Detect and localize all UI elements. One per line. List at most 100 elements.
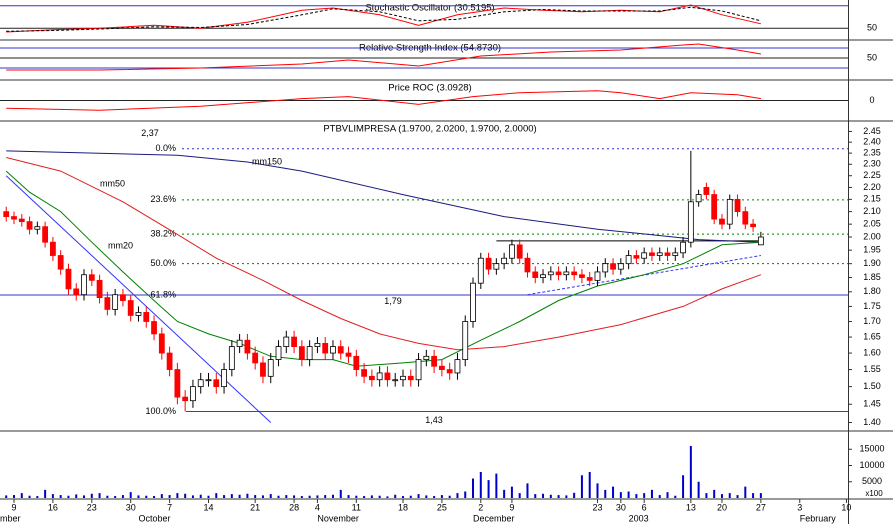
candle-body [400,375,406,381]
x-tick-label: 30 [126,502,136,512]
candle-body [345,352,352,357]
volume-bar [176,493,179,498]
volume-bar [261,495,264,498]
candle-body [509,244,515,259]
y-tick-label: 2.30 [863,159,881,169]
volume-bar [401,496,404,498]
candle-body [446,369,453,374]
volume-bar [51,494,54,498]
volume-bar [433,496,436,498]
volume-bar [650,489,653,498]
panel-title: PTBVLIMPRESA (1.9700, 2.0200, 1.9700, 2.… [323,124,536,135]
candle-body [757,236,764,246]
candle-body [726,198,733,225]
candle-body [330,346,336,354]
volume-bar [526,483,529,498]
candle-body [26,221,33,230]
candle-body [532,271,539,278]
x-tick-label: 4 [315,502,320,512]
candle-body [703,187,710,195]
candle-body [252,352,259,364]
volume-bar [347,495,350,498]
candle-body [649,252,655,256]
volume-bar [246,493,249,498]
y-tick-label: 2.10 [863,206,881,216]
candle-body [275,346,282,361]
x-tick-label: 13 [686,502,696,512]
y-tick-label: 5000 [862,476,882,486]
volume-bar [588,472,591,498]
y-tick-label: 50 [867,52,877,62]
x-tick-label: 2 [478,502,483,512]
candle-body [734,198,741,213]
volume-bar [759,493,762,498]
volume-bar [720,494,723,498]
volume-bar [20,493,23,498]
candle-body [260,362,266,377]
candle-body [524,257,531,273]
candle-body [407,375,414,381]
volume-bar [5,495,8,498]
volume-bar [440,495,443,498]
series-label: mm20 [108,240,133,250]
volume-bar [689,446,692,498]
candle-body [687,201,694,243]
volume-bar [75,494,78,498]
series-label: mm150 [252,156,282,166]
volume-bar [223,495,226,498]
volume-bar [456,493,459,498]
y-tick-label: 2.05 [863,219,881,229]
candle-body [672,252,679,256]
annotation: 2,37 [141,128,159,138]
candle-body [127,300,134,316]
panel-title: Stochastic Oscillator (30.5195) [365,3,494,14]
volume-bar [168,495,171,498]
volume-bar [604,489,607,498]
volume-bar [534,494,537,498]
candle-body [579,274,585,278]
candle-body [135,312,142,316]
y-tick-label: 1.50 [863,381,881,391]
fib-label: 61.8% [150,289,176,299]
x-tick-label: 16 [48,502,58,512]
x-tick-label: 18 [398,502,408,512]
volume-bar [215,493,218,498]
y-tick-label: 1.85 [863,272,881,282]
y-unit: x100 [865,489,883,498]
y-tick-label: 1.40 [863,417,881,427]
y-tick-label: 1.90 [863,258,881,268]
volume-bar [666,492,669,498]
volume-bar [254,495,257,498]
volume-bar [542,493,545,498]
candle-body [221,369,227,388]
candle-body [34,226,41,230]
volume-bar [363,496,366,498]
candle-body [431,355,438,367]
y-tick-label: 2.15 [863,194,881,204]
x-tick-label: 10 [841,502,851,512]
x-tick-label: 21 [250,502,260,512]
volume-bar [121,495,124,498]
indicator-line [6,6,762,32]
volume-bar [565,495,568,498]
candle-body [166,352,173,370]
candle-body [376,372,383,381]
candle-body [244,339,251,354]
fib-label: 23.6% [150,194,176,204]
candle-body [18,218,25,223]
volume-bar [339,489,342,498]
candle-body [750,223,756,228]
candle-body [516,244,523,259]
candle-body [664,252,671,256]
y-tick-label: 1.65 [863,331,881,341]
y-tick-label: 1.55 [863,364,881,374]
volume-bar [612,486,615,498]
y-tick-label: 1.70 [863,316,881,326]
candle-body [197,379,204,388]
candle-body [65,268,72,290]
volume-bar [83,495,86,498]
candle-body [594,271,601,281]
candle-body [306,346,313,361]
candle-body [337,346,344,354]
candle-body [563,271,570,276]
